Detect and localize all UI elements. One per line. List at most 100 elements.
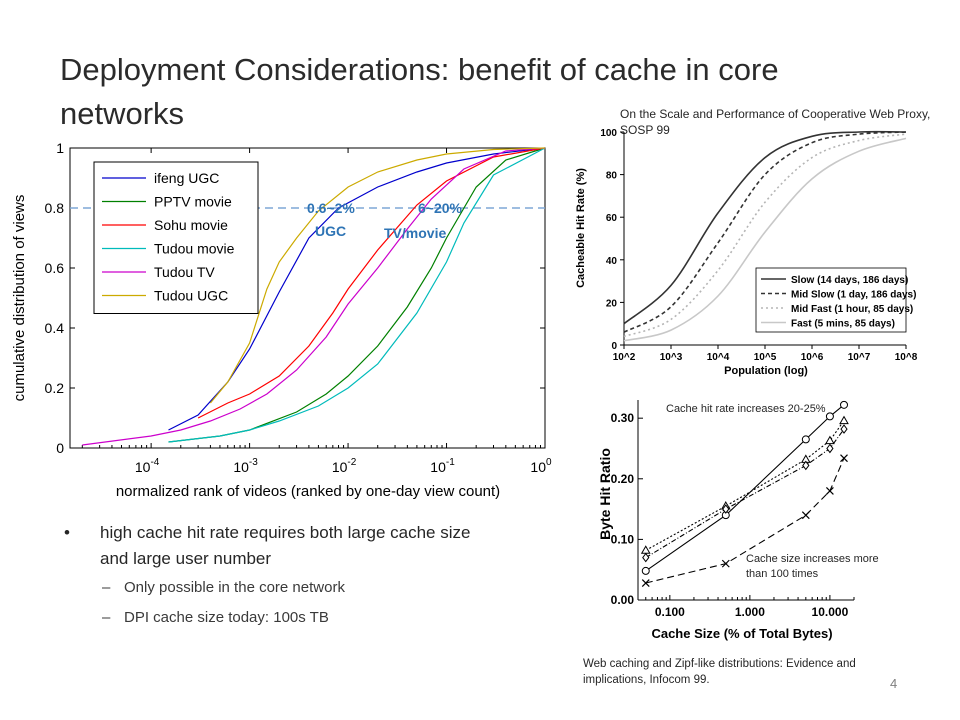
hit-rate-chart: 0 20 40 60 80 100 10^2 10^3 10^4 10^5 10^6 10^7 10^8… (575, 128, 918, 377)
ytick-label: 0 (56, 440, 64, 456)
slide-title: Deployment Considerations: benefit of ca… (60, 52, 779, 131)
series-line-1 (645, 420, 845, 551)
marker-circle (825, 412, 834, 421)
bullet-dot-icon: • (64, 523, 70, 542)
legend-label: Fast (5 mins, 85 days) (791, 319, 895, 330)
legend-box (93, 161, 259, 314)
bullet-list: • high cache hit rate requires both larg… (62, 520, 502, 638)
ytick-label: 1 (56, 140, 64, 156)
legend-label: Tudou movie (154, 241, 235, 257)
ytick-label: 0.8 (45, 200, 65, 216)
xlabel: normalized rank of videos (ranked by one… (116, 483, 500, 500)
marker-circle (641, 566, 650, 575)
xtick-label: 10.000 (812, 605, 849, 619)
marker-x (840, 454, 848, 463)
legend-label: ifeng UGC (154, 170, 219, 186)
marker-circle (801, 435, 810, 444)
legend-label: Sohu movie (154, 217, 228, 233)
marker-diamond (840, 424, 848, 434)
xtick-label: 10^6 (801, 352, 824, 363)
series-line-3 (645, 457, 845, 584)
marker-x (801, 511, 810, 520)
ytick-label: 80 (606, 171, 618, 182)
series-lines (623, 130, 907, 342)
ytick-label: 0.30 (611, 411, 635, 425)
sub-bullet-text: Only possible in the core network (124, 579, 345, 596)
axes (637, 400, 855, 601)
xtick-label: 0.100 (655, 605, 685, 619)
series-line-1 (623, 131, 907, 333)
xtick-label: 10-1 (430, 457, 455, 475)
citation-top: On the Scale and Performance of Cooperat… (620, 107, 931, 137)
ylabel: Byte Hit Ratio (597, 448, 613, 540)
series-line-0 (645, 404, 845, 572)
byte-hit-chart: 0.00 0.10 0.20 0.30 0.100 1.000 10.000 Byte Hi… (597, 400, 855, 641)
sub-bullet-text: DPI cache size today: 100s TB (124, 609, 329, 626)
annotation-ugc: UGC (315, 223, 346, 239)
series-line-2 (645, 428, 845, 559)
xtick-label: 10-3 (233, 457, 258, 475)
xtick-label: 10^5 (754, 352, 777, 363)
annotation-cache-size: Cache size increases more than 100 times (746, 553, 879, 580)
series-line-tudou-tv (82, 147, 546, 446)
marker-diamond (826, 443, 834, 454)
legend-label: Mid Fast (1 hour, 85 days) (791, 304, 913, 315)
xtick-label: 10^4 (707, 352, 730, 363)
ytick-label: 0.6 (45, 260, 65, 276)
legend-label: Tudou UGC (154, 288, 228, 304)
ytick-label: 0.4 (45, 320, 65, 336)
tick-labels: 0.00 0.10 0.20 0.30 0.100 1.000 10.000 (611, 411, 849, 619)
ytick-label: 0.2 (45, 380, 65, 396)
series-line-0 (623, 130, 907, 325)
ytick-label: 0.20 (611, 472, 635, 486)
legend-label: Tudou TV (154, 264, 215, 280)
ylabel: Cacheable Hit Rate (%) (575, 168, 587, 288)
ytick-label: 60 (606, 213, 618, 224)
ytick-label: 100 (600, 128, 617, 139)
series-line-3 (623, 137, 907, 342)
xtick-label: 10-4 (135, 457, 160, 475)
xtick-label: 10^8 (895, 352, 918, 363)
marker-diamond (642, 552, 650, 563)
annotation-ugc-range: 0.6~2% (307, 200, 355, 216)
legend: ifeng UGC PPTV movie Sohu movie Tudou movie… (93, 161, 259, 314)
marker-x (825, 486, 834, 495)
xtick-label: 100 (530, 457, 552, 475)
tick-labels: 0 20 40 60 80 100 10^2 10^3 10^4 10^5 10^6 10^7 10^8 (600, 128, 917, 363)
tick-labels: 0 0.2 0.4 0.6 0.8 1 10-4 10-3 10-2 10-1 100 (45, 140, 552, 475)
dash-icon: – (102, 579, 111, 596)
xtick-label: 10^2 (613, 352, 636, 363)
dash-icon: – (102, 609, 111, 626)
ytick-label: 40 (606, 256, 618, 267)
xtick-label: 10-2 (332, 457, 357, 475)
series-line-2 (623, 133, 907, 338)
legend-label: PPTV movie (154, 194, 232, 210)
page-number: 4 (890, 676, 898, 691)
marker-triangle (825, 435, 835, 445)
marker-triangle (640, 545, 651, 554)
legend-label: Mid Slow (1 day, 186 days) (791, 290, 916, 301)
marker-circle (840, 400, 849, 409)
bullet-item: • high cache hit rate requires both larg… (62, 520, 502, 572)
sub-bullet-item: – Only possible in the core network (62, 578, 502, 598)
ytick-label: 0.00 (611, 593, 635, 607)
xtick-label: 1.000 (735, 605, 765, 619)
marker-diamond (802, 460, 810, 471)
marker-diamond (722, 504, 730, 514)
annotation-tv: TV/movie (384, 225, 446, 241)
ytick-label: 0 (611, 341, 617, 352)
ytick-label: 0.10 (611, 532, 635, 546)
series-lines (640, 400, 849, 587)
series-line-tudou-movie (168, 147, 546, 443)
ytick-label: 20 (606, 298, 618, 309)
legend: Slow (14 days, 186 days) Mid Slow (1 day,… (755, 267, 916, 333)
marker-x (641, 579, 650, 587)
marker-triangle (839, 415, 849, 425)
annotation-hit-rate: Cache hit rate increases 20-25% (666, 403, 826, 415)
series-line-tudou-ugc (209, 147, 546, 404)
bullet-text: high cache hit rate requires both large … (100, 523, 471, 568)
ylabel: cumulative distribution of views (11, 195, 28, 402)
xtick-label: 10^3 (660, 352, 683, 363)
marker-x (721, 559, 730, 568)
axes (620, 131, 907, 349)
